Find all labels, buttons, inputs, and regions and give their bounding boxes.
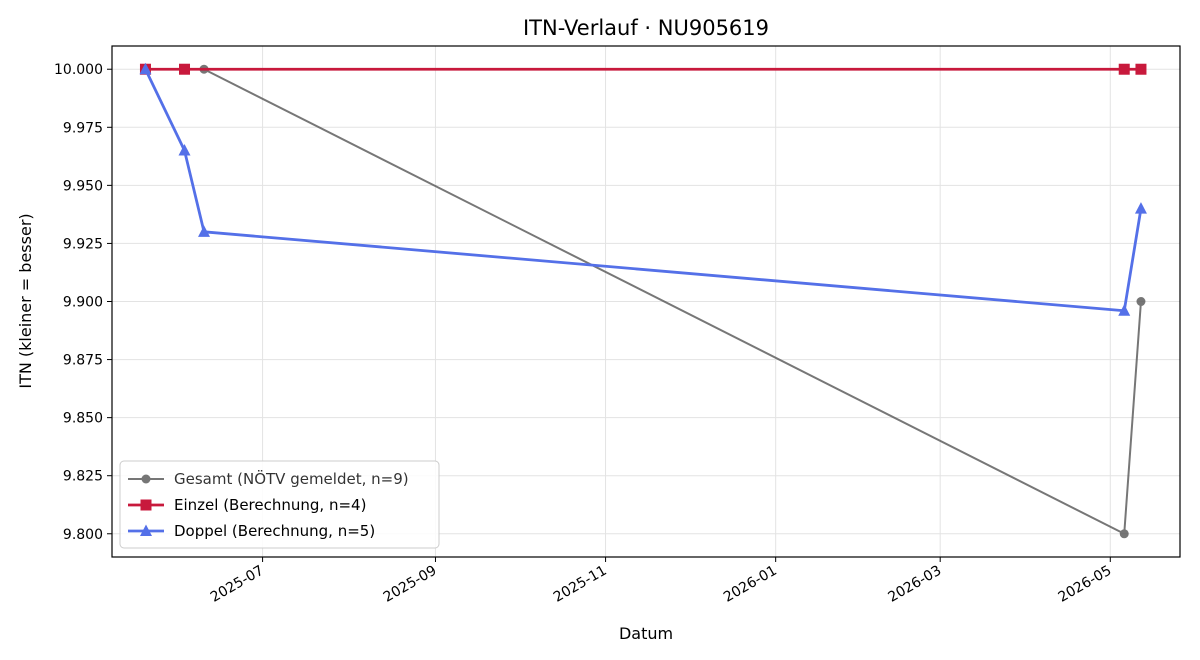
x-tick-label: 2026-03 [886,563,945,606]
series-line [144,68,1143,313]
data-point [1135,63,1147,75]
y-axis-label: ITN (kleiner = besser) [16,213,35,388]
y-tick-label: 9.975 [63,120,103,136]
y-tick-label: 10.000 [54,62,103,78]
data-point [1136,297,1146,306]
legend: Gesamt (NÖTV gemeldet, n=9) Einzel (Berec… [119,460,440,549]
y-axis: 9.800 9.825 9.850 9.875 9.900 9.925 9.950 9.975… [54,62,112,543]
data-point [1118,304,1131,316]
legend-item: Einzel (Berechnung, n=4) [128,496,366,514]
data-point [1134,202,1147,214]
series-square [139,63,1147,75]
legend-item: Gesamt (NÖTV gemeldet, n=9) [128,469,409,488]
data-point [179,63,191,75]
data-point [139,62,152,75]
x-tick-label: 2025-09 [381,563,440,606]
legend-label: Einzel (Berechnung, n=4) [174,496,366,514]
y-tick-label: 9.925 [63,236,103,252]
legend-marker [140,499,152,511]
legend-marker [140,524,152,536]
data-point [178,144,191,156]
series-triangle [139,62,1147,316]
legend-marker [141,474,151,484]
grid [112,46,1180,557]
y-tick-label: 9.950 [63,178,103,194]
y-tick-label: 9.800 [63,527,103,543]
x-axis-label: Datum [619,624,673,643]
legend-box [119,460,440,549]
legend-item: Doppel (Berechnung, n=5) [128,522,375,540]
series-layer [139,62,1147,539]
y-tick-label: 9.850 [63,411,103,427]
x-tick-label: 2026-05 [1056,563,1115,606]
data-point [1118,63,1130,75]
chart-title: ITN-Verlauf · NU905619 [523,16,769,40]
data-point [198,225,211,237]
legend-label: Doppel (Berechnung, n=5) [174,522,375,540]
legend-label: Gesamt (NÖTV gemeldet, n=9) [174,469,409,488]
y-tick-label: 9.875 [63,353,103,369]
x-axis: 2025-07 2025-09 2025-11 2026-01 2026-03 2026-… [208,557,1114,606]
y-tick-label: 9.825 [63,469,103,485]
data-point [1119,529,1129,539]
y-tick-label: 9.900 [63,295,103,311]
x-tick-label: 2026-01 [721,563,780,606]
x-tick-label: 2025-11 [551,563,610,606]
x-tick-label: 2025-07 [208,563,267,606]
